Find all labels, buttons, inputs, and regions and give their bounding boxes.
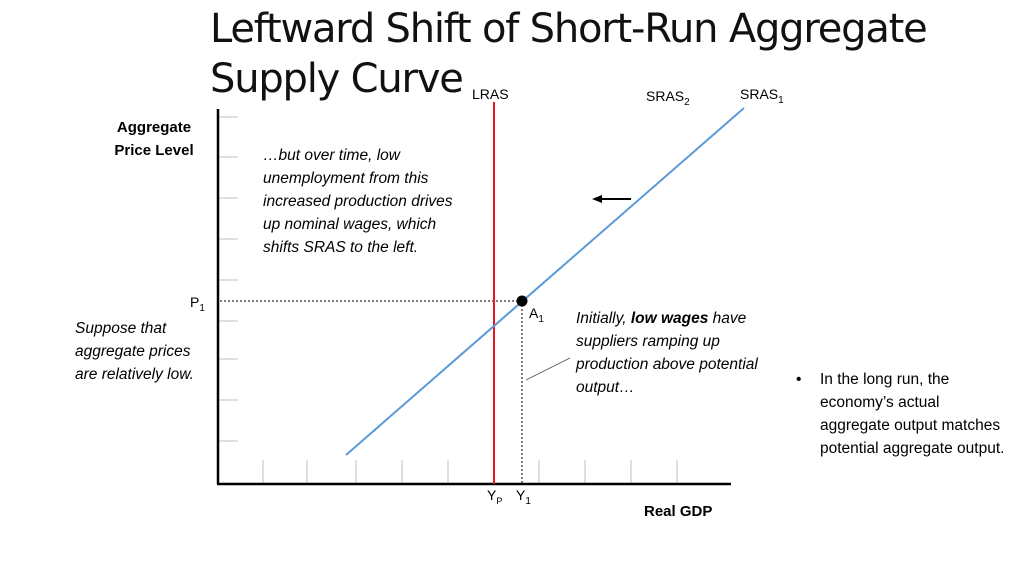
bullet-marker: • <box>796 371 802 388</box>
sras1-label: SRAS1 <box>740 86 784 106</box>
slide-title: Leftward Shift of Short-Run Aggregate Su… <box>210 4 990 104</box>
long-run-bullet: • In the long run, the economy’s actual … <box>796 368 1006 460</box>
x-axis-title: Real GDP <box>644 503 713 520</box>
left-arrow-icon <box>592 195 631 203</box>
title-line-2: Supply Curve <box>210 56 464 102</box>
suppose-note: Suppose that aggregate prices are relati… <box>75 320 194 383</box>
bullet-text: In the long run, the economy’s actual ag… <box>820 371 1005 457</box>
sras2-label: SRAS2 <box>646 88 690 108</box>
over-time-note: …but over time, low unemployment from th… <box>263 147 453 256</box>
y-axis-ticks <box>219 116 238 442</box>
x-axis-ticks <box>262 460 678 483</box>
lras-label: LRAS <box>472 86 509 102</box>
yp-label: YP <box>487 487 502 506</box>
y1-label: Y1 <box>516 487 531 507</box>
annotation-leader-line <box>525 357 571 381</box>
initially-note: Initially, low wages have suppliers ramp… <box>576 310 758 396</box>
y-axis-title-line-2: Price Level <box>114 142 194 159</box>
a1-label: A1 <box>529 305 544 325</box>
point-a1 <box>516 295 528 307</box>
p1-label: P1 <box>190 294 205 314</box>
y-axis-title: Aggregate Price Level <box>108 116 200 162</box>
y-axis-title-line-1: Aggregate <box>116 119 192 136</box>
initially-emphasis: low wages <box>630 310 709 327</box>
sras1-curve <box>345 107 745 456</box>
title-line-1: Leftward Shift of Short-Run Aggregate <box>210 6 928 52</box>
